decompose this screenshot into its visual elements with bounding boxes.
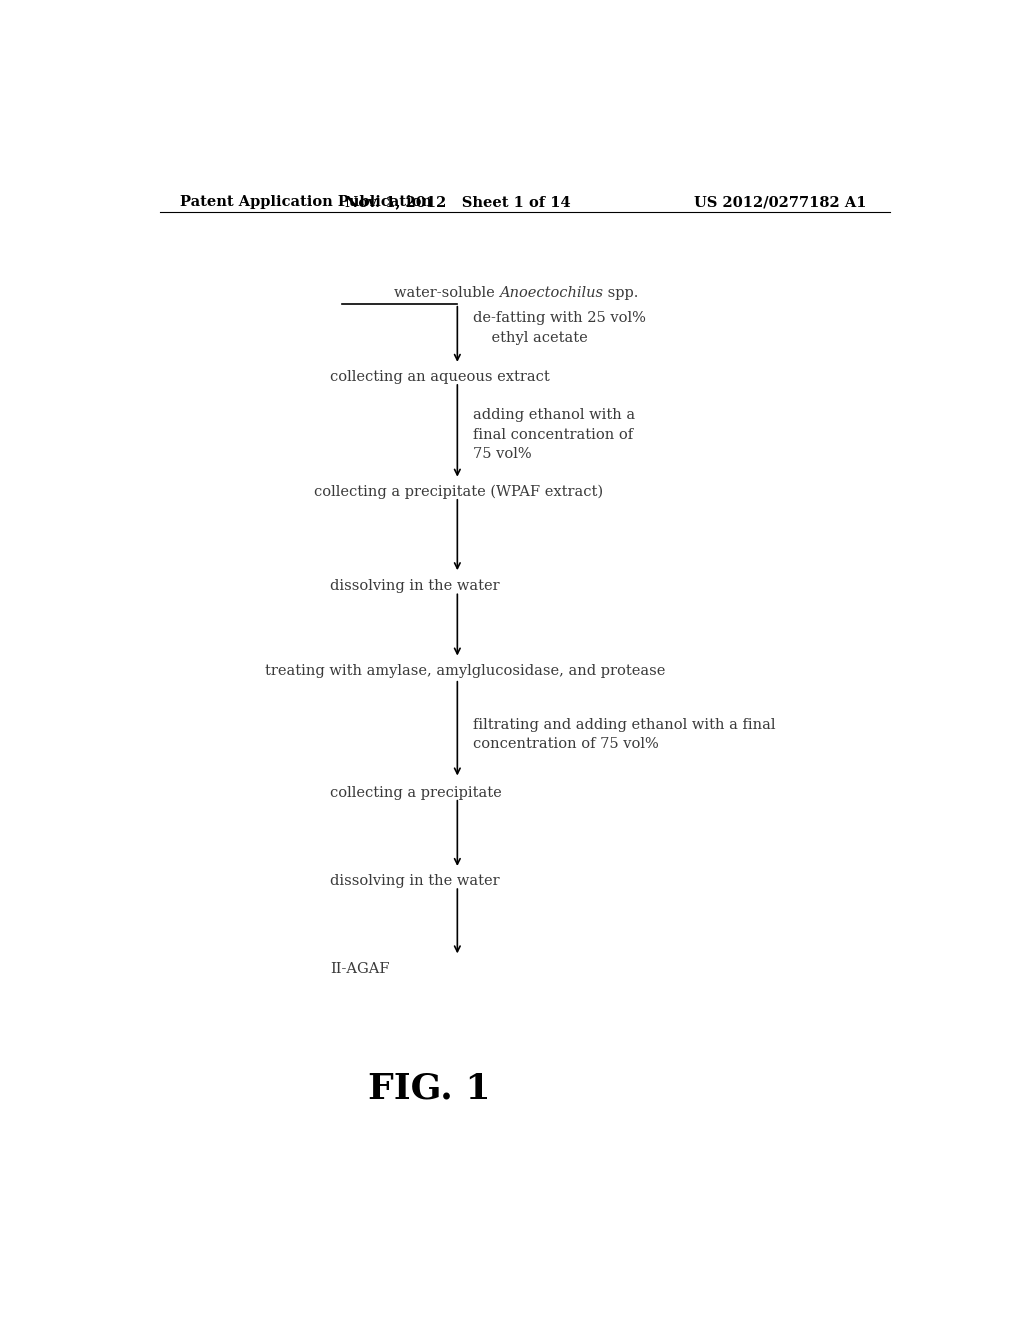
Text: spp.: spp. <box>603 285 639 300</box>
Text: collecting a precipitate (WPAF extract): collecting a precipitate (WPAF extract) <box>314 484 603 499</box>
Text: collecting a precipitate: collecting a precipitate <box>331 785 502 800</box>
Text: FIG. 1: FIG. 1 <box>369 1072 490 1105</box>
Text: dissolving in the water: dissolving in the water <box>331 874 500 888</box>
Text: adding ethanol with a
final concentration of
75 vol%: adding ethanol with a final concentratio… <box>473 408 635 462</box>
Text: water-soluble: water-soluble <box>394 285 500 300</box>
Text: de-fatting with 25 vol%
    ethyl acetate: de-fatting with 25 vol% ethyl acetate <box>473 312 646 345</box>
Text: filtrating and adding ethanol with a final
concentration of 75 vol%: filtrating and adding ethanol with a fin… <box>473 718 776 751</box>
Text: treating with amylase, amylglucosidase, and protease: treating with amylase, amylglucosidase, … <box>265 664 666 677</box>
Text: Anoectochilus: Anoectochilus <box>500 285 603 300</box>
Text: collecting an aqueous extract: collecting an aqueous extract <box>331 370 550 384</box>
Text: Patent Application Publication: Patent Application Publication <box>179 195 431 209</box>
Text: dissolving in the water: dissolving in the water <box>331 579 500 593</box>
Text: US 2012/0277182 A1: US 2012/0277182 A1 <box>693 195 866 209</box>
Text: Nov. 1, 2012   Sheet 1 of 14: Nov. 1, 2012 Sheet 1 of 14 <box>344 195 570 209</box>
Text: II-AGAF: II-AGAF <box>331 962 390 977</box>
